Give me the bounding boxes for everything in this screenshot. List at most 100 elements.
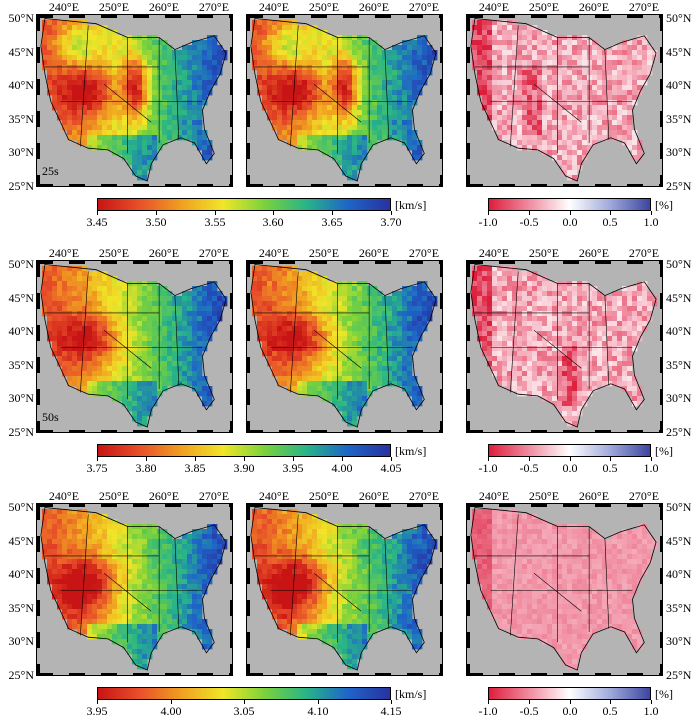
map-frame-tick-left <box>37 293 40 309</box>
map-frame-tick-bottom <box>467 430 483 432</box>
colorbar-tick <box>342 457 343 461</box>
map-frame-tick-top <box>499 504 515 507</box>
map-frame-tick-top <box>69 261 85 264</box>
map-frame-tick-left <box>37 143 40 159</box>
colorbar-tick-label: 0.5 <box>602 215 618 229</box>
colorbar-tick <box>195 457 196 461</box>
colorbar-tick-label: 3.45 <box>86 215 108 229</box>
latitude-label: 30°N <box>666 634 692 648</box>
map-panel-predicted <box>246 260 443 433</box>
state-border <box>313 329 362 369</box>
map-frame-tick-left <box>467 175 470 186</box>
map-frame-tick-bottom <box>279 673 295 675</box>
latitude-label: 25°N <box>8 424 34 439</box>
map-frame-tick-left <box>247 632 250 648</box>
map-frame-tick-right <box>230 325 232 341</box>
colorbar-unit: [km/s] <box>395 444 427 458</box>
latitude-label: 35°N <box>8 357 34 372</box>
map-frame-tick-bottom <box>279 430 295 432</box>
map-frame-tick-right <box>230 536 232 552</box>
colorbar-tick <box>146 457 147 461</box>
map-frame-tick-bottom <box>375 184 391 186</box>
map-frame-tick-bottom <box>467 673 483 675</box>
colorbar-tick-label: -1.0 <box>478 215 498 229</box>
latitude-label: 45°N <box>666 44 692 59</box>
longitude-label: 260°E <box>148 246 180 260</box>
map-frame-tick-bottom <box>563 184 579 186</box>
map-frame-tick-top <box>531 15 547 18</box>
colorbar-tick <box>570 211 571 215</box>
map-frame-tick-right <box>440 111 442 127</box>
map-frame-tick-right <box>660 389 662 405</box>
map-frame-tick-left <box>37 15 40 31</box>
map-frame-tick-right <box>230 261 232 277</box>
colorbar-tick-label: 4.10 <box>307 704 329 718</box>
map-frame-tick-bottom <box>165 673 181 675</box>
state-border <box>533 572 582 612</box>
longitude-label: 240°E <box>258 0 290 14</box>
longitude-label: 250°E <box>528 489 560 503</box>
map-frame-tick-right <box>230 293 232 309</box>
map-frame-tick-bottom <box>165 430 181 432</box>
map-frame-tick-right <box>230 389 232 405</box>
state-border <box>604 295 610 386</box>
state-border <box>510 25 519 147</box>
velocity-colorbar <box>97 198 391 211</box>
colorbar-tick-label: -0.5 <box>519 461 539 475</box>
colorbar-tick <box>171 700 172 704</box>
map-frame-tick-right <box>440 357 442 373</box>
colorbar-tick <box>570 700 571 704</box>
longitude-label: 260°E <box>358 489 390 503</box>
coastline <box>40 18 227 182</box>
map-frame-tick-top <box>563 15 579 18</box>
map-frame-tick-left <box>37 111 40 127</box>
map-frame-tick-right <box>660 79 662 95</box>
map-frame-tick-left <box>467 421 470 432</box>
map-frame-tick-top <box>311 15 327 18</box>
map-frame-tick-top <box>37 261 53 264</box>
latitude-label: 35°N <box>666 111 692 126</box>
map-frame-tick-bottom <box>407 430 423 432</box>
longitude-label: 270°E <box>408 489 440 503</box>
map-frame-tick-top <box>197 15 213 18</box>
coastline <box>250 507 437 671</box>
map-frame-tick-left <box>37 389 40 405</box>
map-frame-tick-right <box>440 421 442 432</box>
coastline <box>250 18 437 182</box>
map-frame-tick-top <box>499 261 515 264</box>
velocity-colorbar <box>97 687 391 700</box>
colorbar-tick-label: 4.05 <box>380 461 402 475</box>
map-grid <box>250 507 438 671</box>
longitude-label: 240°E <box>478 489 510 503</box>
colorbar-tick-label: 0.0 <box>562 215 578 229</box>
map-frame-tick-left <box>467 568 470 584</box>
latitude-label: 45°N <box>666 290 692 305</box>
coastline <box>470 507 657 671</box>
colorbar-tick-label: 3.90 <box>233 461 255 475</box>
colorbar-unit: [%] <box>655 198 673 212</box>
map-frame-tick-left <box>37 175 40 186</box>
colorbar-tick <box>488 211 489 215</box>
state-border <box>510 271 519 393</box>
coastline <box>250 264 437 428</box>
latitude-label: 25°N <box>666 667 692 682</box>
longitude-label: 270°E <box>198 0 230 14</box>
map-frame-tick-top <box>279 261 295 264</box>
longitude-label: 260°E <box>148 0 180 14</box>
map-frame-tick-top <box>247 15 263 18</box>
map-frame-tick-left <box>37 568 40 584</box>
map-grid <box>40 264 228 428</box>
map-frame-tick-right <box>440 568 442 584</box>
longitude-label: 270°E <box>198 246 230 260</box>
map-panel-predicted <box>246 14 443 187</box>
colorbar-tick <box>488 457 489 461</box>
colorbar-unit: [%] <box>655 444 673 458</box>
map-frame-tick-right <box>660 536 662 552</box>
state-border <box>174 295 180 386</box>
colorbar-tick-label: 0.0 <box>562 704 578 718</box>
map-frame-tick-bottom <box>247 430 263 432</box>
map-frame-tick-bottom <box>101 430 117 432</box>
colorbar-tick <box>293 457 294 461</box>
coastline <box>40 264 227 428</box>
longitude-label: 270°E <box>408 0 440 14</box>
